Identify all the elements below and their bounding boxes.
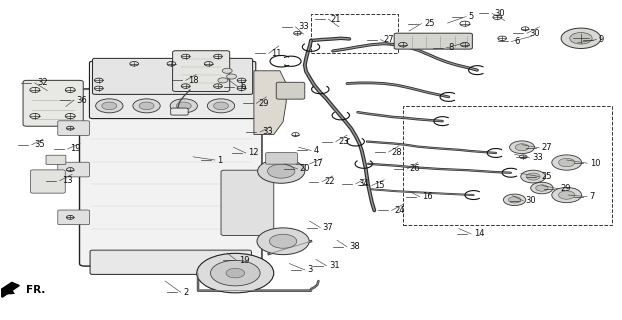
Polygon shape — [254, 71, 286, 134]
FancyBboxPatch shape — [276, 82, 305, 99]
Circle shape — [267, 164, 295, 178]
Text: 3: 3 — [307, 265, 313, 275]
Text: 30: 30 — [529, 29, 540, 38]
Circle shape — [552, 155, 582, 170]
Circle shape — [515, 144, 529, 151]
Text: 19: 19 — [70, 144, 81, 153]
Text: 36: 36 — [77, 96, 87, 105]
Circle shape — [139, 102, 154, 110]
Circle shape — [559, 158, 575, 167]
Circle shape — [226, 74, 236, 79]
FancyBboxPatch shape — [171, 108, 188, 115]
Circle shape — [521, 170, 545, 183]
Text: 25: 25 — [424, 19, 434, 28]
Text: 33: 33 — [532, 153, 542, 162]
Text: 16: 16 — [422, 192, 433, 201]
Circle shape — [526, 173, 540, 180]
Circle shape — [207, 99, 234, 113]
Circle shape — [222, 68, 232, 73]
Text: 22: 22 — [325, 177, 335, 186]
Text: 29: 29 — [259, 99, 269, 108]
Circle shape — [213, 102, 228, 110]
Text: 27: 27 — [542, 143, 552, 152]
Text: 21: 21 — [331, 15, 341, 24]
Text: 20: 20 — [300, 164, 310, 173]
Text: 30: 30 — [526, 196, 536, 205]
Text: 10: 10 — [590, 159, 600, 168]
Circle shape — [508, 197, 521, 203]
Text: 12: 12 — [248, 148, 259, 157]
Circle shape — [536, 185, 548, 191]
Text: 6: 6 — [514, 37, 519, 46]
FancyBboxPatch shape — [58, 162, 90, 177]
FancyBboxPatch shape — [30, 170, 65, 193]
Circle shape — [96, 99, 123, 113]
Text: FR.: FR. — [26, 285, 45, 295]
Circle shape — [269, 234, 297, 248]
Circle shape — [210, 260, 260, 286]
Text: 26: 26 — [410, 164, 420, 173]
Text: 9: 9 — [599, 35, 604, 44]
Circle shape — [531, 182, 553, 194]
Text: 38: 38 — [350, 242, 360, 251]
Text: 2: 2 — [183, 288, 188, 297]
Text: 1: 1 — [217, 156, 223, 164]
Text: 27: 27 — [383, 35, 394, 44]
Text: 32: 32 — [37, 78, 48, 87]
Circle shape — [257, 228, 309, 255]
Text: 5: 5 — [468, 12, 474, 21]
Text: 6: 6 — [240, 82, 246, 91]
FancyBboxPatch shape — [80, 89, 262, 266]
FancyBboxPatch shape — [266, 153, 297, 164]
Text: 15: 15 — [374, 181, 385, 190]
Text: 30: 30 — [494, 9, 505, 18]
Text: 19: 19 — [239, 256, 249, 265]
Circle shape — [559, 191, 575, 199]
Circle shape — [258, 159, 305, 183]
Text: 34: 34 — [358, 180, 369, 188]
Circle shape — [552, 188, 582, 203]
Text: 13: 13 — [62, 176, 73, 185]
Text: 37: 37 — [323, 223, 333, 232]
Circle shape — [197, 253, 274, 293]
Text: 8: 8 — [449, 43, 454, 52]
FancyBboxPatch shape — [90, 61, 256, 119]
Text: 14: 14 — [473, 229, 484, 238]
Text: 11: 11 — [271, 49, 282, 58]
Circle shape — [561, 28, 601, 49]
FancyBboxPatch shape — [23, 80, 83, 126]
Text: 35: 35 — [34, 140, 45, 149]
Text: 24: 24 — [394, 206, 405, 215]
FancyBboxPatch shape — [394, 33, 472, 49]
Circle shape — [509, 141, 534, 154]
FancyBboxPatch shape — [172, 51, 230, 92]
Text: 4: 4 — [313, 146, 318, 155]
Text: 7: 7 — [590, 192, 595, 201]
Text: 17: 17 — [312, 159, 323, 168]
Text: 33: 33 — [262, 127, 273, 136]
Text: 31: 31 — [329, 261, 340, 270]
Text: 18: 18 — [188, 76, 199, 85]
FancyBboxPatch shape — [46, 155, 66, 164]
Text: 25: 25 — [542, 172, 552, 181]
Circle shape — [102, 102, 117, 110]
Polygon shape — [0, 282, 19, 297]
Text: 29: 29 — [560, 184, 571, 193]
Text: 28: 28 — [391, 148, 402, 156]
FancyBboxPatch shape — [93, 58, 253, 94]
FancyBboxPatch shape — [221, 170, 274, 236]
Text: 23: 23 — [338, 137, 349, 146]
Circle shape — [226, 268, 244, 278]
Circle shape — [503, 194, 526, 205]
Text: 33: 33 — [298, 22, 309, 31]
Circle shape — [218, 78, 228, 83]
FancyBboxPatch shape — [90, 250, 251, 274]
FancyBboxPatch shape — [58, 210, 90, 225]
Circle shape — [133, 99, 160, 113]
Circle shape — [170, 99, 197, 113]
Circle shape — [570, 33, 592, 44]
Circle shape — [176, 102, 191, 110]
FancyBboxPatch shape — [58, 121, 90, 135]
